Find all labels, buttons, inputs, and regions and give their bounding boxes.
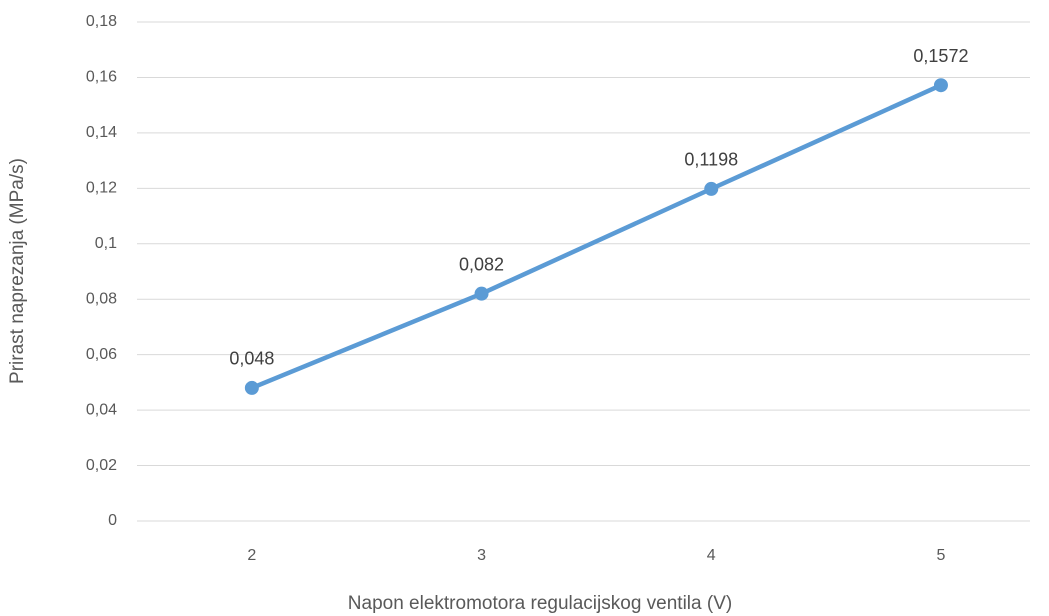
x-tick-label: 4: [707, 547, 716, 564]
x-tick-label: 2: [247, 547, 256, 564]
x-tick-label: 5: [936, 547, 945, 564]
y-tick-label: 0,18: [86, 13, 117, 30]
y-tick-label: 0,04: [86, 401, 117, 418]
y-tick-label: 0,12: [86, 180, 117, 197]
line: [250, 83, 942, 391]
point: [704, 181, 719, 196]
data-label: 0,048: [229, 349, 274, 369]
point: [933, 78, 948, 93]
y-tick-label: 0: [108, 512, 117, 529]
y-axis-title: Prirast naprezanja (MPa/s): [7, 158, 28, 384]
data-label: 0,082: [459, 254, 504, 274]
x-axis-title: Napon elektromotora regulacijskog ventil…: [348, 593, 732, 614]
point: [244, 380, 259, 395]
data-label: 0,1572: [913, 46, 968, 66]
y-tick-label: 0,16: [86, 69, 117, 86]
y-tick-label: 0,08: [86, 290, 117, 307]
point: [474, 286, 489, 301]
y-tick-label: 0,14: [86, 124, 117, 141]
y-tick-label: 0,1: [95, 235, 117, 252]
y-tick-label: 0,06: [86, 346, 117, 363]
x-tick-label: 3: [477, 547, 486, 564]
data-label: 0,1198: [684, 150, 738, 170]
y-tick-label: 0,02: [86, 457, 117, 474]
